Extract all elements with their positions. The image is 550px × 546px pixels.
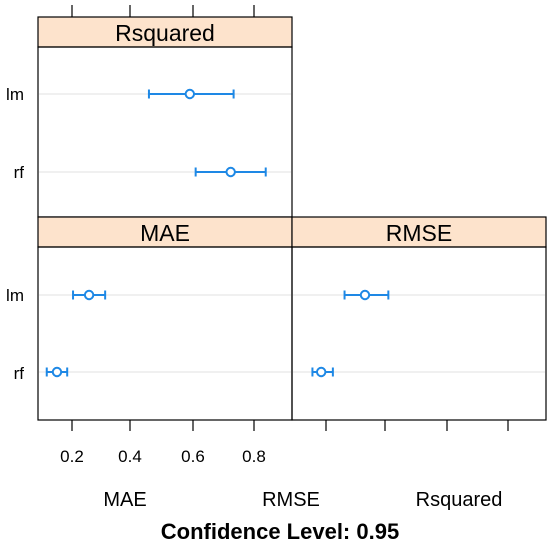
point-rmse-lm — [359, 289, 371, 301]
strip-label-rmse: RMSE — [386, 220, 452, 246]
point-rsquared-rf — [225, 166, 236, 178]
y-label-rf-bottom: rf — [14, 364, 25, 383]
point-mae-lm — [83, 289, 95, 301]
bottom-axis-left: 0.2 0.4 0.6 0.8 — [60, 420, 266, 466]
top-axis-ticks — [71, 5, 255, 17]
x-axis-label: Confidence Level: 0.95 — [161, 519, 399, 544]
strip-label-rsquared: Rsquared — [115, 20, 215, 46]
metric-label-rsquared: Rsquared — [416, 489, 503, 511]
y-axis-labels: lm rf lm rf — [6, 85, 24, 383]
point-mae-rf — [51, 366, 63, 378]
tick-label-0.8: 0.8 — [242, 447, 266, 466]
tick-label-0.2: 0.2 — [60, 447, 84, 466]
bottom-axis-right — [325, 420, 509, 431]
y-label-lm-bottom: lm — [6, 286, 24, 305]
y-label-rf-top: rf — [14, 163, 25, 182]
panel-rmse: RMSE — [291, 216, 547, 421]
panel-rsquared: Rsquared — [37, 16, 293, 218]
plot-area-mae — [37, 246, 293, 421]
metric-label-rmse: RMSE — [262, 489, 320, 511]
panel-mae: MAE — [37, 216, 293, 421]
point-rmse-rf — [315, 366, 327, 378]
tick-label-0.4: 0.4 — [118, 447, 142, 466]
strip-label-mae: MAE — [140, 220, 190, 246]
marks-mae — [39, 289, 291, 378]
strip-rsquared — [37, 16, 293, 48]
marks-rmse — [293, 289, 545, 378]
metric-label-mae: MAE — [103, 489, 146, 511]
y-label-lm-top: lm — [6, 85, 24, 104]
plot-area-rmse — [291, 246, 547, 421]
point-rsquared-lm — [184, 88, 196, 100]
tick-label-0.6: 0.6 — [181, 447, 205, 466]
plot-area-rsquared — [37, 46, 293, 218]
metric-key: MAE RMSE Rsquared — [103, 489, 502, 511]
marks-rsquared — [39, 88, 291, 178]
